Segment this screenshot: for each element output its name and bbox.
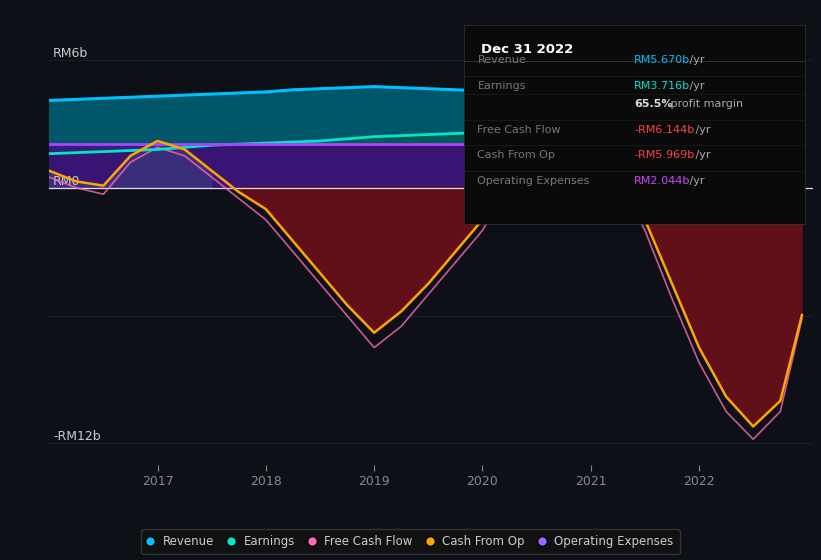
Text: /yr: /yr [692,124,711,134]
Text: Revenue: Revenue [478,55,526,65]
Text: RM5.670b: RM5.670b [635,55,690,65]
Text: profit margin: profit margin [667,99,743,109]
Text: /yr: /yr [686,55,704,65]
Text: RM6b: RM6b [53,47,89,60]
Legend: Revenue, Earnings, Free Cash Flow, Cash From Op, Operating Expenses: Revenue, Earnings, Free Cash Flow, Cash … [141,529,680,554]
Text: RM3.716b: RM3.716b [635,81,690,91]
Text: -RM5.969b: -RM5.969b [635,151,695,160]
Text: 65.5%: 65.5% [635,99,672,109]
Text: Cash From Op: Cash From Op [478,151,555,160]
Text: Dec 31 2022: Dec 31 2022 [481,43,573,56]
Text: Free Cash Flow: Free Cash Flow [478,124,561,134]
Text: RM0: RM0 [53,175,80,188]
Text: /yr: /yr [692,151,711,160]
Text: -RM12b: -RM12b [53,431,101,444]
Text: Operating Expenses: Operating Expenses [478,176,589,186]
Text: /yr: /yr [686,81,704,91]
Text: RM2.044b: RM2.044b [635,176,690,186]
Text: /yr: /yr [686,176,704,186]
Text: Earnings: Earnings [478,81,526,91]
Text: -RM6.144b: -RM6.144b [635,124,695,134]
